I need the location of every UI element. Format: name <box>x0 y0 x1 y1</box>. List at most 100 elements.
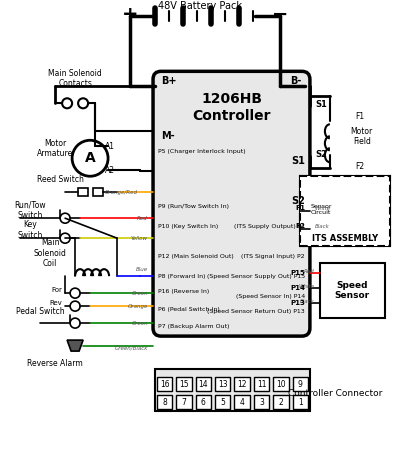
Text: Main
Solenoid
Coil: Main Solenoid Coil <box>34 238 66 268</box>
Text: P1: P1 <box>295 205 305 211</box>
Text: White: White <box>299 284 315 288</box>
Text: P12 (Main Solenoid Out): P12 (Main Solenoid Out) <box>158 254 234 259</box>
Text: Yellow: Yellow <box>131 236 148 240</box>
Bar <box>176 395 192 409</box>
Bar <box>93 188 103 196</box>
Bar <box>155 369 310 411</box>
Bar <box>157 377 172 391</box>
Text: (ITS Signal Input) P2: (ITS Signal Input) P2 <box>241 254 305 259</box>
Text: F1: F1 <box>355 112 364 121</box>
Text: P7 (Backup Alarm Out): P7 (Backup Alarm Out) <box>158 323 230 329</box>
Text: P2: P2 <box>295 223 305 229</box>
Text: 5: 5 <box>220 397 225 406</box>
Text: −: − <box>272 5 288 24</box>
Bar <box>234 395 250 409</box>
Text: 11: 11 <box>257 380 266 389</box>
Bar <box>273 395 288 409</box>
Text: +: + <box>122 5 138 24</box>
Text: Controller: Controller <box>192 110 271 123</box>
Text: S2: S2 <box>291 196 305 206</box>
Text: 12: 12 <box>238 380 247 389</box>
Text: 8: 8 <box>162 397 167 406</box>
Text: P6 (Pedal Switch In): P6 (Pedal Switch In) <box>158 307 220 312</box>
Text: Speed
Sensor: Speed Sensor <box>335 281 370 301</box>
Text: 3: 3 <box>259 397 264 406</box>
Text: 10: 10 <box>276 380 286 389</box>
Bar <box>234 377 250 391</box>
Text: Red: Red <box>304 269 315 274</box>
Text: Motor
Field: Motor Field <box>351 127 373 146</box>
Text: P14: P14 <box>290 285 305 291</box>
Text: Sensor
Circuit: Sensor Circuit <box>310 204 332 215</box>
Text: Blue: Blue <box>136 267 148 272</box>
Text: Green: Green <box>131 291 148 295</box>
Text: P15: P15 <box>290 270 305 276</box>
Text: For: For <box>51 287 62 293</box>
Bar <box>254 395 269 409</box>
Polygon shape <box>67 340 83 351</box>
Bar <box>292 377 308 391</box>
Text: 14: 14 <box>199 380 208 389</box>
Text: (Speed Sensor In) P14: (Speed Sensor In) P14 <box>236 294 305 299</box>
Text: 4: 4 <box>240 397 244 406</box>
Text: S1: S1 <box>291 156 305 166</box>
Text: 15: 15 <box>179 380 189 389</box>
Text: Key
Switch: Key Switch <box>18 220 43 240</box>
Text: F2: F2 <box>355 162 364 171</box>
Text: P8 (Forward In): P8 (Forward In) <box>158 274 206 279</box>
Text: S1: S1 <box>315 100 327 109</box>
Text: Red: Red <box>137 216 148 221</box>
Text: S2: S2 <box>315 150 327 159</box>
Text: M-: M- <box>161 131 175 141</box>
Text: 7: 7 <box>182 397 186 406</box>
Text: 6: 6 <box>201 397 206 406</box>
Bar <box>300 176 390 246</box>
Text: ITS ASSEMBLY: ITS ASSEMBLY <box>312 233 378 243</box>
Text: White: White <box>315 206 331 211</box>
Bar <box>78 188 88 196</box>
Text: 48V Battery Pack: 48V Battery Pack <box>158 1 242 11</box>
Text: (Speed Sensor Return Out) P13: (Speed Sensor Return Out) P13 <box>207 308 305 314</box>
Text: P16 (Reverse In): P16 (Reverse In) <box>158 288 209 294</box>
Text: A1: A1 <box>105 142 115 151</box>
Text: A2: A2 <box>105 166 115 175</box>
Text: Pedal Switch: Pedal Switch <box>16 307 64 315</box>
Text: Green/Black: Green/Black <box>115 346 148 350</box>
Text: (Speed Sensor Supply Out) P15: (Speed Sensor Supply Out) P15 <box>207 274 305 279</box>
Text: 13: 13 <box>218 380 228 389</box>
Bar <box>254 377 269 391</box>
Bar <box>273 377 288 391</box>
Bar <box>215 377 230 391</box>
Text: 16: 16 <box>160 380 170 389</box>
Text: 1206HB: 1206HB <box>201 92 262 106</box>
FancyBboxPatch shape <box>153 71 310 336</box>
Bar <box>305 191 337 226</box>
Text: A: A <box>85 151 96 165</box>
Text: Reverse Alarm: Reverse Alarm <box>27 358 83 368</box>
Text: 2: 2 <box>278 397 283 406</box>
Bar <box>300 176 390 246</box>
Text: Black: Black <box>315 224 330 229</box>
Text: Reed Switch: Reed Switch <box>37 175 84 184</box>
Text: Black: Black <box>300 299 315 304</box>
Text: P13: P13 <box>290 300 305 306</box>
Text: Orange/Red: Orange/Red <box>105 190 138 195</box>
Text: B+: B+ <box>161 76 176 86</box>
Text: (ITS Supply Output) P1: (ITS Supply Output) P1 <box>234 224 305 229</box>
Text: Motor
Armature: Motor Armature <box>37 138 73 158</box>
Text: P9 (Run/Tow Switch In): P9 (Run/Tow Switch In) <box>158 204 229 209</box>
Text: P10 (Key Switch In): P10 (Key Switch In) <box>158 224 218 229</box>
Bar <box>196 377 211 391</box>
Text: P5 (Charger Interlock Input): P5 (Charger Interlock Input) <box>158 149 246 154</box>
Text: Orange: Orange <box>128 304 148 308</box>
Text: B-: B- <box>290 76 302 86</box>
Text: Run/Tow
Switch: Run/Tow Switch <box>14 200 46 220</box>
Bar <box>292 395 308 409</box>
Text: 1: 1 <box>298 397 303 406</box>
Bar <box>157 395 172 409</box>
Text: 9: 9 <box>298 380 303 389</box>
Bar <box>196 395 211 409</box>
Text: Controller Connector: Controller Connector <box>288 389 382 397</box>
Text: Rev: Rev <box>49 300 62 306</box>
Bar <box>320 263 385 318</box>
